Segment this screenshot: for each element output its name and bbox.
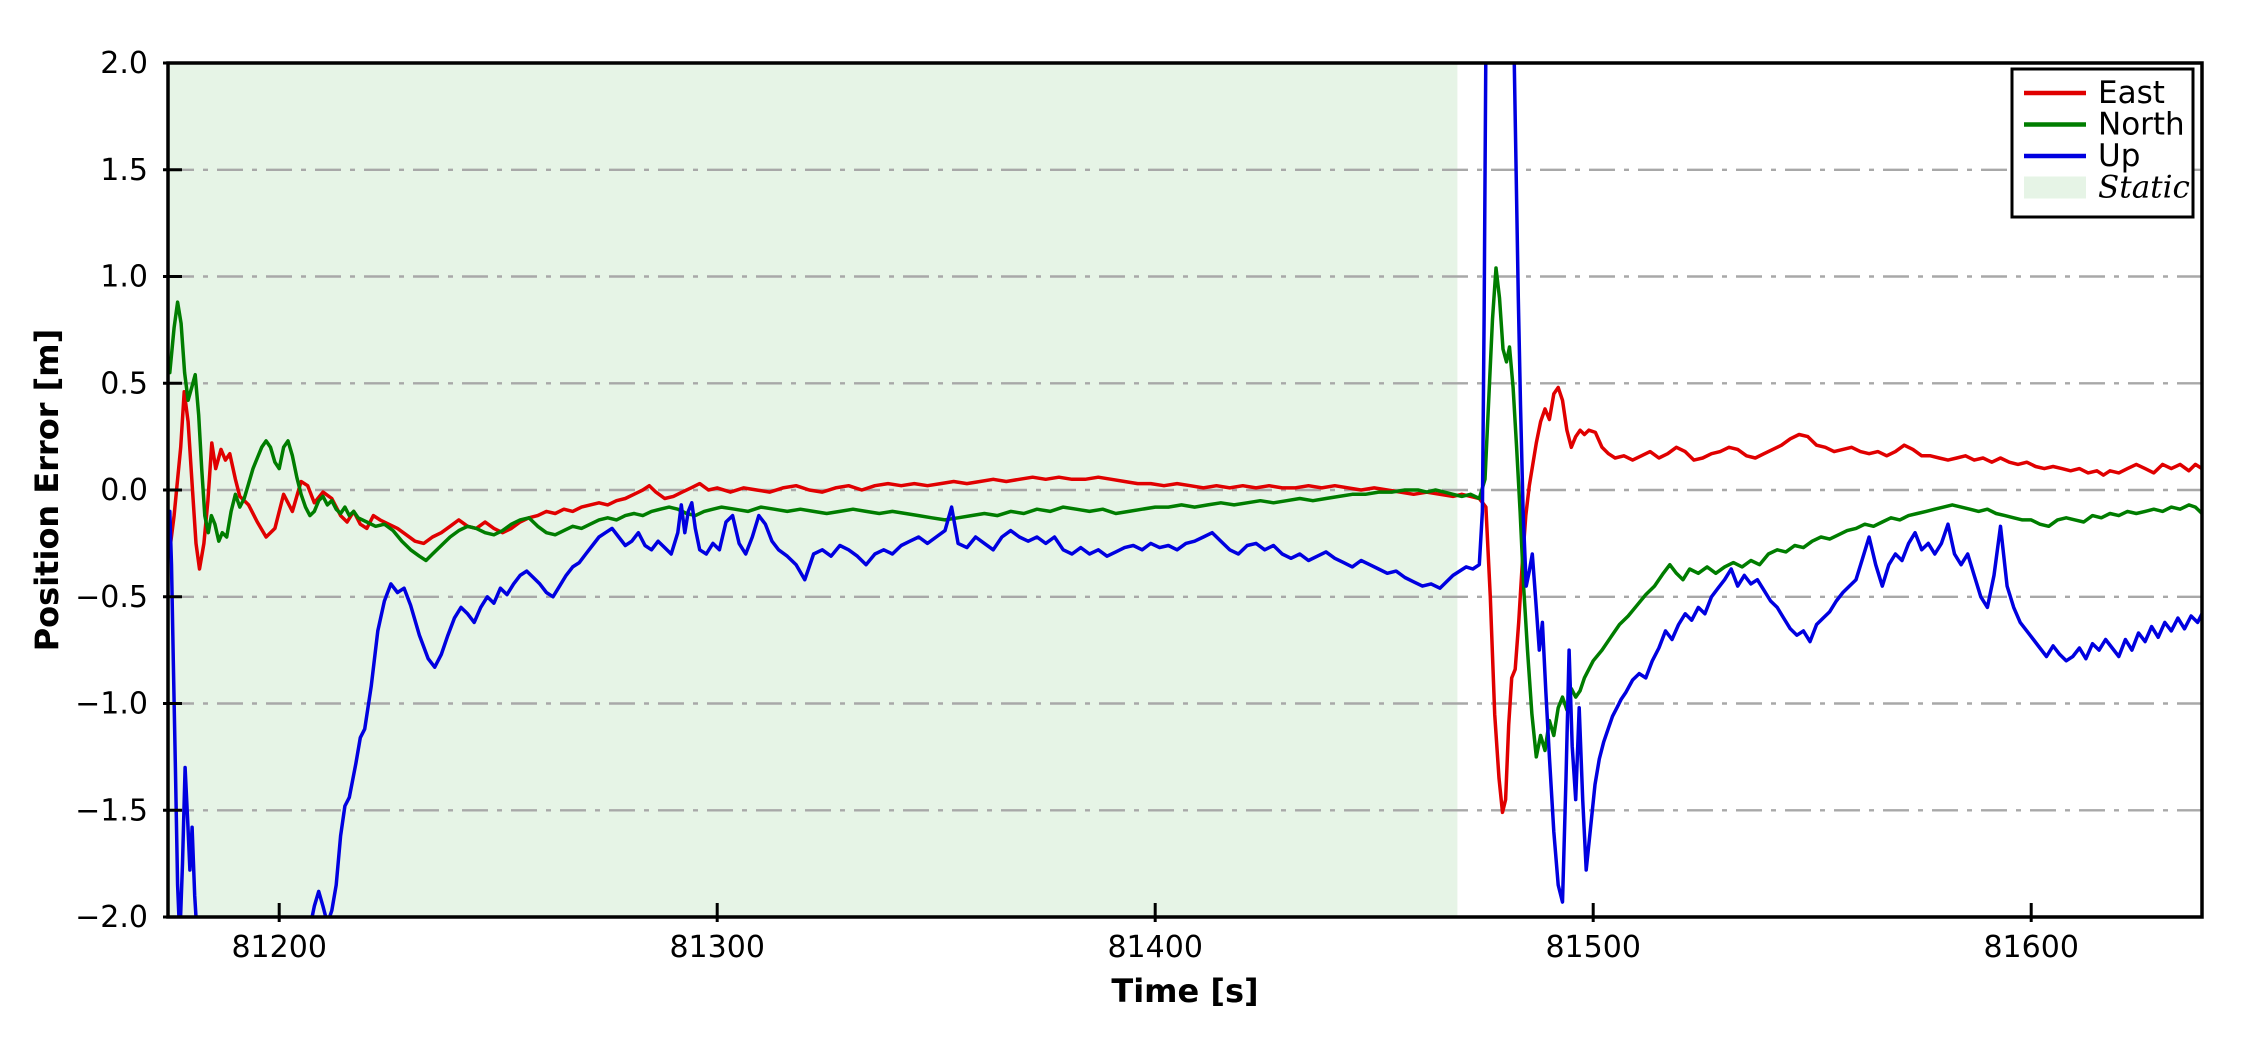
x-tick-label-81400: 81400 — [1107, 930, 1202, 965]
legend-label-static: Static — [2098, 170, 2190, 206]
x-axis-label: Time [s] — [1111, 972, 1258, 1010]
x-tick-label-81200: 81200 — [231, 930, 326, 965]
legend-swatch-static — [2024, 176, 2086, 199]
legend-label-east: East — [2098, 75, 2165, 111]
y-tick-label-−1.0: −1.0 — [75, 687, 148, 722]
y-axis-label: Position Error [m] — [28, 329, 66, 652]
series-line-east — [168, 385, 2202, 815]
legend-label-up: Up — [2098, 138, 2140, 174]
x-tick-label-81500: 81500 — [1545, 930, 1640, 965]
tick-layer: 81200 81300 81400 81500 81600 2.0 1.5 1.0 0.5 0.0… — [75, 46, 2079, 965]
gridline-layer — [168, 168, 2202, 812]
y-tick-label-2.0: 2.0 — [100, 46, 148, 81]
y-tick-label-0.0: 0.0 — [100, 473, 148, 508]
y-tick-label-−2.0: −2.0 — [75, 900, 148, 935]
y-tick-label-−1.5: −1.5 — [75, 793, 148, 828]
series-line-up — [168, 63, 2202, 917]
x-tick-label-81600: 81600 — [1983, 930, 2078, 965]
series-layer — [168, 63, 2202, 917]
y-tick-label-0.5: 0.5 — [100, 366, 148, 401]
y-tick-label-−0.5: −0.5 — [75, 580, 148, 615]
y-tick-label-1.0: 1.0 — [100, 260, 148, 295]
series-line-north — [168, 266, 2202, 759]
y-tick-label-1.5: 1.5 — [100, 153, 148, 188]
legend-label-north: North — [2098, 107, 2185, 143]
x-tick-label-81300: 81300 — [669, 930, 764, 965]
